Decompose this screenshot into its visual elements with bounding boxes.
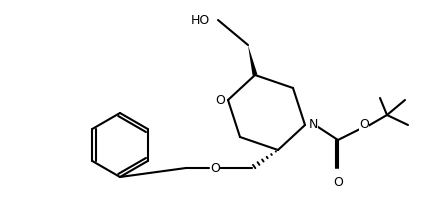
Text: O: O xyxy=(333,176,343,189)
Text: O: O xyxy=(359,117,369,130)
Text: O: O xyxy=(210,162,220,174)
Text: O: O xyxy=(215,93,225,107)
Text: HO: HO xyxy=(191,13,210,27)
Polygon shape xyxy=(248,45,257,76)
Text: N: N xyxy=(308,118,318,131)
